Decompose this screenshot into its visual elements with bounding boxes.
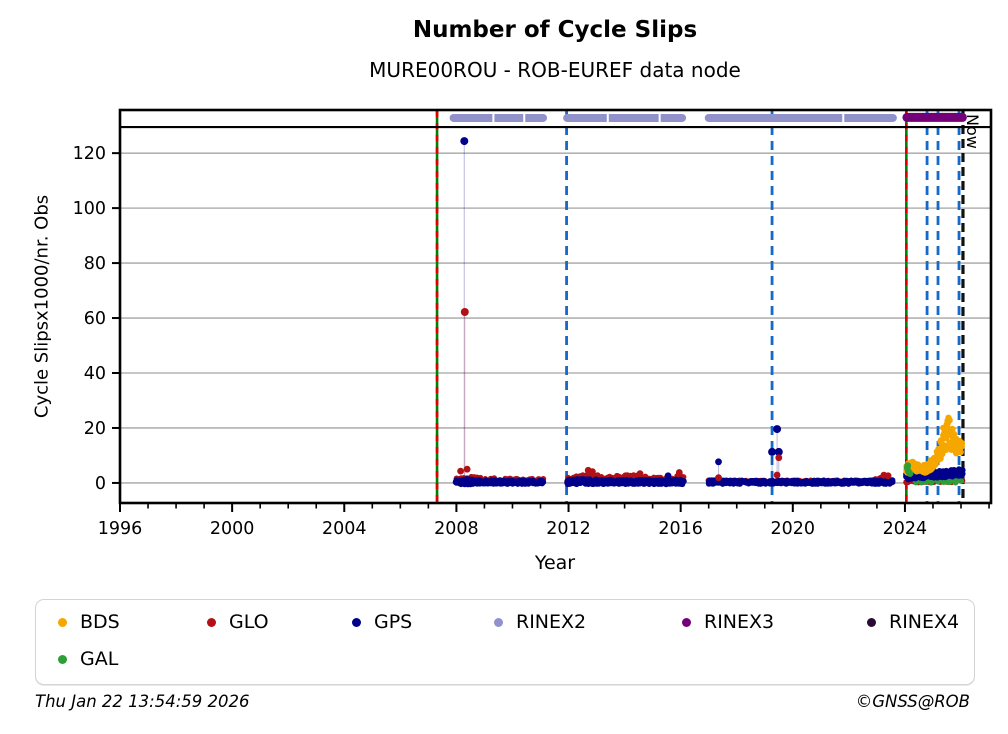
svg-text:2016: 2016 <box>658 519 703 539</box>
svg-text:60: 60 <box>84 309 106 329</box>
svg-text:100: 100 <box>73 199 106 219</box>
rinex2-marker-icon <box>494 617 503 627</box>
gps-marker-icon <box>352 617 361 627</box>
svg-text:0: 0 <box>95 474 106 494</box>
svg-text:2004: 2004 <box>322 519 367 539</box>
axes <box>118 108 993 505</box>
copyright-label: ©GNSS@ROB <box>855 692 970 711</box>
svg-text:120: 120 <box>73 144 106 164</box>
legend-item-bds: BDS <box>58 610 120 634</box>
now-annotation: Now <box>963 114 982 149</box>
legend-label: GPS <box>374 611 413 633</box>
legend-label: GAL <box>80 648 119 670</box>
outlier-stems <box>463 141 780 483</box>
event-lines <box>435 111 965 502</box>
gridlines <box>121 152 990 484</box>
legend-item-gps: GPS <box>352 610 412 634</box>
svg-text:2000: 2000 <box>210 519 255 539</box>
legend-item-gal: GAL <box>58 647 118 671</box>
legend-label: GLO <box>229 611 269 633</box>
svg-text:40: 40 <box>84 364 106 384</box>
svg-text:2020: 2020 <box>771 519 816 539</box>
outlier-points <box>457 137 914 482</box>
y-axis-label: Cycle Slipsx1000/nr. Obs <box>31 194 53 419</box>
legend-label: RINEX4 <box>889 611 960 633</box>
gal-marker-icon <box>58 654 67 664</box>
plot-timestamp: Thu Jan 22 13:54:59 2026 <box>35 692 250 711</box>
legend-label: RINEX2 <box>516 611 587 633</box>
svg-text:2012: 2012 <box>546 519 591 539</box>
legend-label: BDS <box>80 611 120 633</box>
svg-text:1996: 1996 <box>98 519 143 539</box>
legend-item-glo: GLO <box>207 610 269 634</box>
rinex4-marker-icon <box>867 617 876 627</box>
bds-marker-icon <box>58 617 67 627</box>
rinex3-marker-icon <box>682 617 691 627</box>
rinex-bands <box>449 112 967 123</box>
svg-text:80: 80 <box>84 254 106 274</box>
svg-text:2024: 2024 <box>883 519 928 539</box>
legend-label: RINEX3 <box>704 611 775 633</box>
axis-ticks <box>112 152 990 512</box>
chart-title: Number of Cycle Slips <box>412 17 698 43</box>
legend-item-rinex4: RINEX4 <box>867 610 959 634</box>
svg-text:2008: 2008 <box>434 519 479 539</box>
legend: BDS GLO GPS RINEX2 RINEX3 RINEX4 GAL <box>35 599 975 685</box>
legend-item-rinex2: RINEX2 <box>494 610 586 634</box>
tick-labels: 1996 2000 2004 2008 2012 2016 2020 2024 0 20 40 60 8… <box>73 144 928 539</box>
chart-subtitle: MURE00ROU - ROB-EUREF data node <box>369 58 741 82</box>
now-label: Now <box>963 114 982 149</box>
glo-marker-icon <box>207 617 216 627</box>
legend-item-rinex3: RINEX3 <box>682 610 774 634</box>
x-axis-label: Year <box>534 552 576 574</box>
scatter-bds <box>903 414 965 476</box>
svg-text:20: 20 <box>84 419 106 439</box>
